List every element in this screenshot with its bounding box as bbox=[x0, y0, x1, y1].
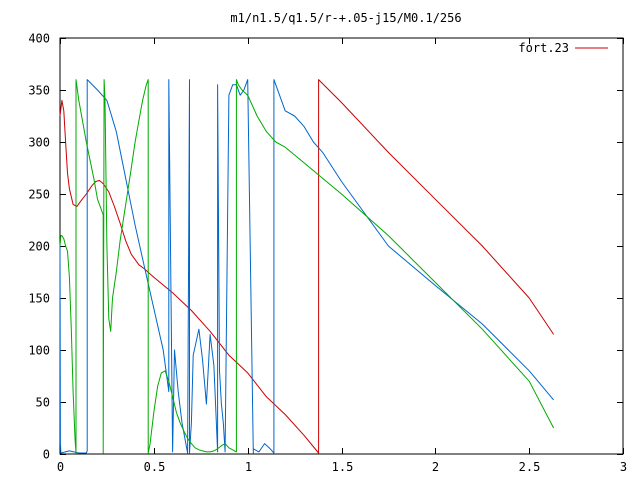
y-tick-label: 150 bbox=[28, 292, 50, 306]
y-tick-label: 350 bbox=[28, 84, 50, 98]
axes: 0 0.5 1 1.5 2 2.5 3 0 50 100 150 200 250 300 350 400 bbox=[28, 32, 627, 475]
x-tick-label: 0 bbox=[57, 460, 64, 474]
y-tick-label: 50 bbox=[36, 396, 50, 410]
x-tick-label: 2.5 bbox=[519, 460, 541, 474]
x-tick-label: 2 bbox=[432, 460, 439, 474]
legend: fort.23 bbox=[518, 41, 608, 55]
series-layer bbox=[59, 79, 555, 454]
y-tick-label: 300 bbox=[28, 136, 50, 150]
x-tick-label: 0.5 bbox=[144, 460, 166, 474]
chart-title: m1/n1.5/q1.5/r-+.05-j15/M0.1/256 bbox=[230, 11, 461, 25]
legend-label: fort.23 bbox=[518, 41, 569, 55]
y-tick-label: 0 bbox=[43, 448, 50, 462]
y-tick-label: 400 bbox=[28, 32, 50, 46]
series-line-3 bbox=[59, 79, 555, 454]
x-tick-label: 1 bbox=[245, 460, 252, 474]
y-tick-label: 200 bbox=[28, 240, 50, 254]
x-tick-label: 1.5 bbox=[332, 460, 354, 474]
y-tick-label: 250 bbox=[28, 188, 50, 202]
x-tick-label: 3 bbox=[620, 460, 627, 474]
series-line-2 bbox=[59, 79, 554, 454]
series-line-1 bbox=[59, 79, 555, 454]
y-tick-label: 100 bbox=[28, 344, 50, 358]
